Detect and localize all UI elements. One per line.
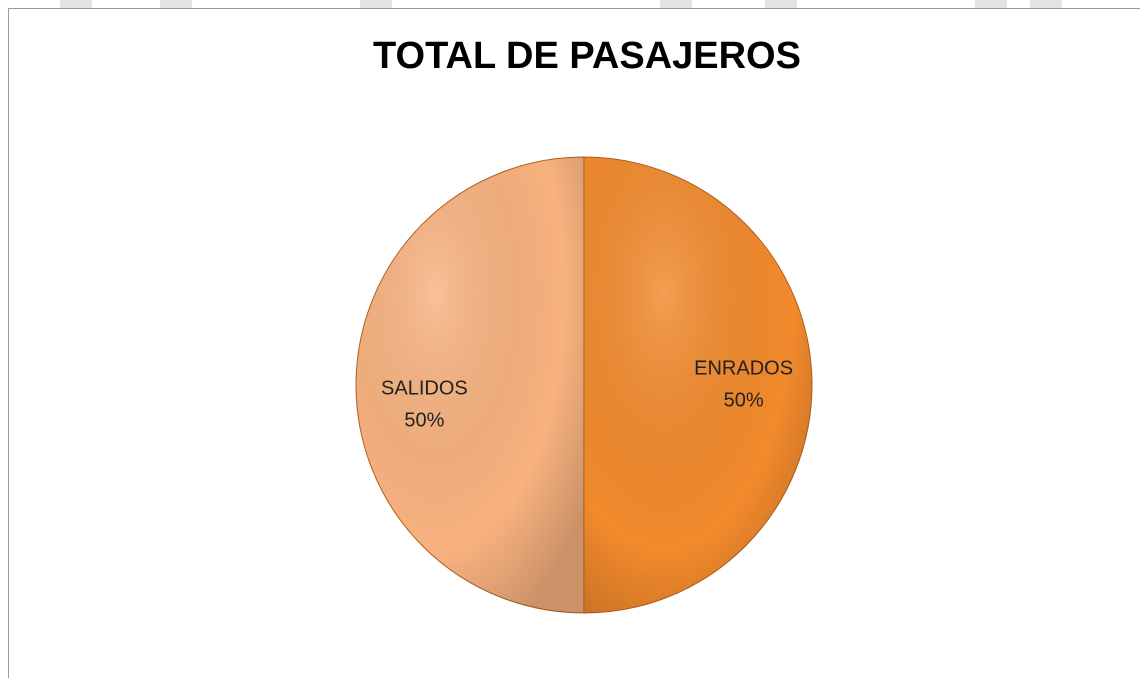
chart-title: TOTAL DE PASAJEROS (373, 35, 801, 77)
pie-slice (583, 156, 813, 614)
slice-value-label: 50% (724, 389, 764, 411)
background-strip (0, 0, 1140, 8)
chart-border (8, 8, 1140, 678)
slice-label: ENRADOS (694, 357, 793, 379)
slice-value-label: 50% (404, 409, 444, 431)
slice-label: SALIDOS (381, 377, 468, 399)
